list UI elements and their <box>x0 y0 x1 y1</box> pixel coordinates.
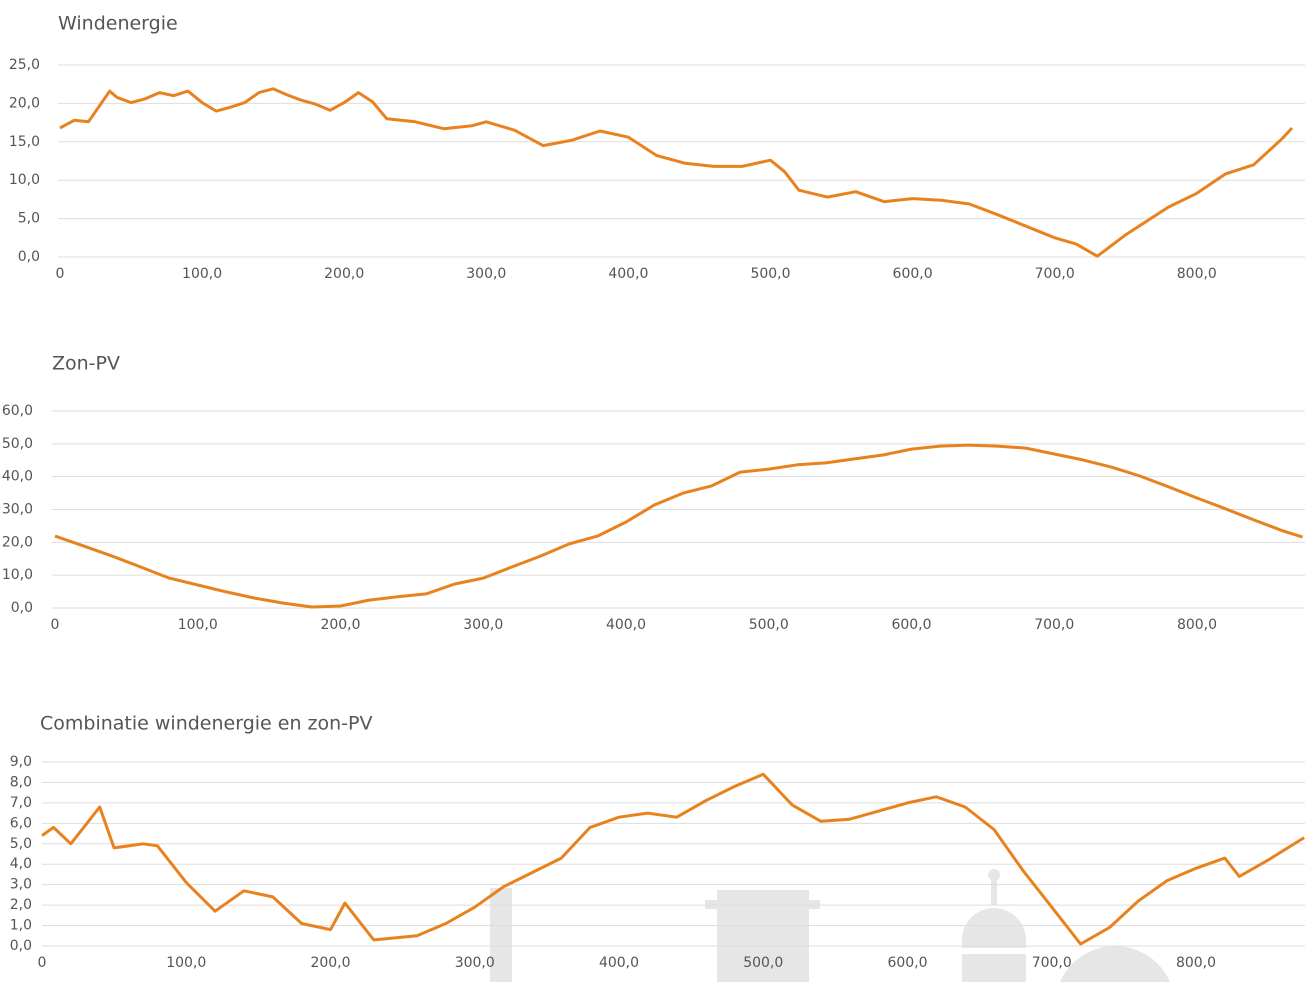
y-tick-label: 8,0 <box>10 774 32 790</box>
x-tick-label: 400,0 <box>606 617 646 633</box>
y-tick-label: 9,0 <box>10 754 32 770</box>
y-tick-label: 5,0 <box>18 211 40 227</box>
x-tick-label: 600,0 <box>891 617 931 633</box>
y-tick-label: 15,0 <box>9 134 40 150</box>
y-tick-label: 40,0 <box>2 469 33 485</box>
x-tick-label: 300,0 <box>466 266 506 282</box>
x-tick-label: 700,0 <box>1035 266 1075 282</box>
x-tick-label: 600,0 <box>887 955 927 971</box>
chart-title: Zon-PV <box>52 353 120 375</box>
y-tick-label: 30,0 <box>2 502 33 518</box>
x-tick-label: 700,0 <box>1032 955 1072 971</box>
x-tick-label: 200,0 <box>310 955 350 971</box>
y-tick-label: 2,0 <box>10 897 32 913</box>
y-tick-label: 6,0 <box>10 815 32 831</box>
chart-title: Windenergie <box>58 13 178 35</box>
y-tick-label: 1,0 <box>10 918 32 934</box>
y-tick-label: 20,0 <box>9 95 40 111</box>
x-tick-label: 800,0 <box>1176 955 1216 971</box>
x-tick-label: 600,0 <box>893 266 933 282</box>
y-tick-label: 7,0 <box>10 795 32 811</box>
x-tick-label: 500,0 <box>743 955 783 971</box>
data-line <box>60 89 1292 256</box>
x-tick-label: 200,0 <box>320 617 360 633</box>
y-tick-label: 0,0 <box>18 249 40 265</box>
x-tick-label: 500,0 <box>749 617 789 633</box>
y-tick-label: 20,0 <box>2 534 33 550</box>
x-tick-label: 100,0 <box>182 266 222 282</box>
y-tick-label: 0,0 <box>10 938 32 954</box>
y-tick-label: 10,0 <box>9 172 40 188</box>
x-tick-label: 300,0 <box>455 955 495 971</box>
x-tick-label: 100,0 <box>166 955 206 971</box>
x-tick-label: 800,0 <box>1177 617 1217 633</box>
x-tick-label: 800,0 <box>1177 266 1217 282</box>
chart-title: Combinatie windenergie en zon-PV <box>40 713 373 735</box>
y-tick-label: 50,0 <box>2 436 33 452</box>
data-line <box>42 774 1304 944</box>
x-tick-label: 0 <box>51 617 60 633</box>
y-tick-label: 5,0 <box>10 836 32 852</box>
y-tick-label: 25,0 <box>9 57 40 73</box>
x-tick-label: 0 <box>38 955 47 971</box>
x-tick-label: 400,0 <box>599 955 639 971</box>
x-tick-label: 300,0 <box>463 617 503 633</box>
y-tick-label: 4,0 <box>10 856 32 872</box>
y-tick-label: 3,0 <box>10 877 32 893</box>
dashboard: Windenergie 0,0 5,0 10,0 15,0 20,0 25,0 0 100,0 2… <box>0 0 1309 982</box>
x-tick-label: 100,0 <box>178 617 218 633</box>
x-tick-label: 500,0 <box>750 266 790 282</box>
y-tick-label: 60,0 <box>2 403 33 419</box>
y-tick-label: 0,0 <box>11 600 33 616</box>
x-tick-label: 700,0 <box>1034 617 1074 633</box>
x-tick-label: 0 <box>56 266 65 282</box>
x-tick-label: 400,0 <box>608 266 648 282</box>
data-line <box>55 445 1303 607</box>
x-tick-label: 200,0 <box>324 266 364 282</box>
y-tick-label: 10,0 <box>2 567 33 583</box>
